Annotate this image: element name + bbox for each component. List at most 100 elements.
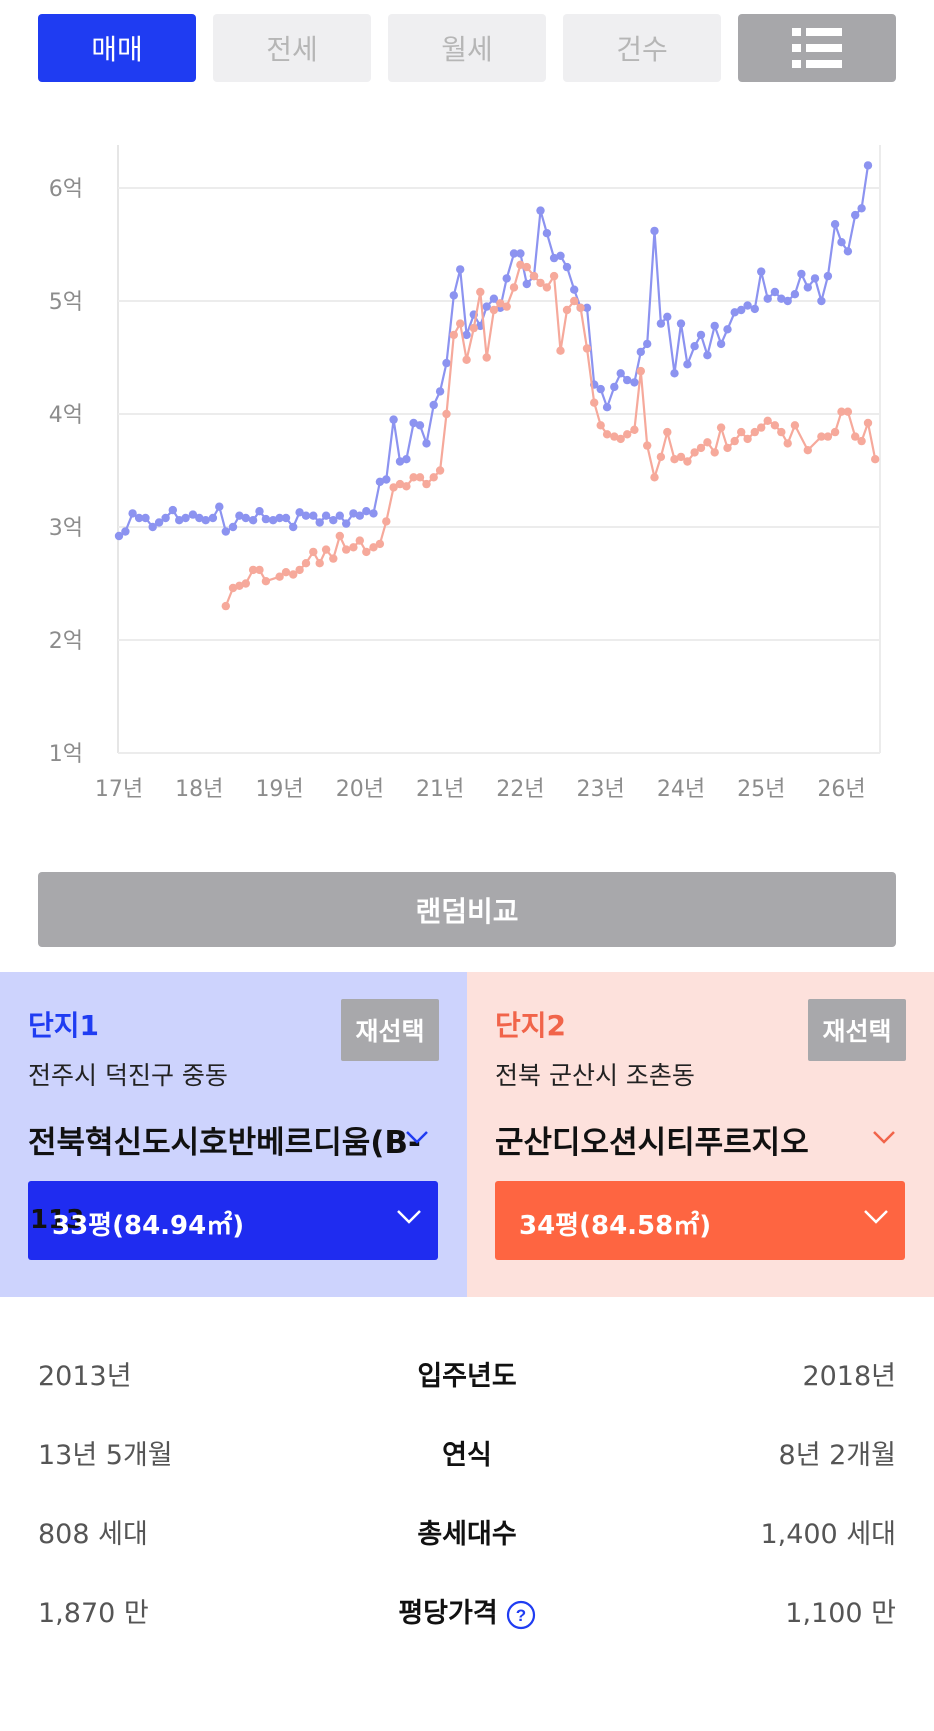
series-2-point — [670, 455, 679, 464]
series-1-point — [449, 291, 458, 300]
chart-grid — [117, 145, 881, 754]
series-2-point — [630, 425, 639, 434]
complex2-address: 전북 군산시 조촌동 — [495, 1061, 695, 1090]
help-icon[interactable]: ? — [506, 1600, 536, 1630]
series-1-point — [409, 418, 418, 428]
chart-series — [114, 161, 880, 611]
list-view-button[interactable] — [738, 14, 896, 82]
series-1-point — [221, 527, 230, 536]
series-1-point — [329, 516, 338, 525]
series-1-point — [596, 384, 605, 394]
y-tick-label: 3억 — [49, 516, 83, 541]
info-label: 입주년도 — [417, 1361, 517, 1392]
series-2-point — [509, 283, 519, 292]
tab-count[interactable]: 건수 — [563, 14, 721, 82]
complex1-value: 2013년 — [38, 1361, 132, 1392]
series-1-point — [797, 269, 806, 279]
series-2-point — [536, 278, 545, 288]
series-2-point — [395, 479, 405, 489]
series-2-point — [830, 427, 840, 437]
series-2-point — [529, 271, 539, 281]
series-2-point — [837, 407, 846, 416]
series-1-point — [703, 351, 712, 360]
series-1-point — [309, 511, 318, 520]
series-1-point — [335, 511, 344, 520]
y-tick-label: 6억 — [49, 177, 83, 202]
info-row-households: 808 세대 총세대수 1,400 세대 — [38, 1512, 896, 1552]
series-1-point — [730, 308, 739, 317]
complex2-reselect-button[interactable]: 재선택 — [808, 999, 906, 1061]
series-2-point — [556, 346, 565, 355]
series-1-point — [395, 457, 405, 466]
series-2-point — [402, 482, 411, 491]
series-2-point — [462, 355, 471, 364]
tab-monthly-rent[interactable]: 월세 — [388, 14, 546, 82]
x-tick-label: 24년 — [657, 777, 705, 802]
complex1-reselect-button[interactable]: 재선택 — [341, 999, 439, 1061]
info-label: 연식 — [442, 1440, 492, 1471]
series-2-point — [382, 517, 391, 526]
y-axis-ticks: 6억 5억 4억 3억 2억 1억 — [49, 177, 83, 767]
series-1-point — [790, 290, 800, 299]
y-tick-label: 1억 — [49, 742, 83, 767]
series-1-point — [783, 296, 792, 306]
series-1-point — [670, 369, 679, 378]
series-2-point — [750, 427, 759, 437]
complex1-address: 전주시 덕진구 중동 — [28, 1061, 228, 1090]
series-2-point — [703, 438, 712, 447]
series-1-point — [851, 210, 860, 220]
series-1-point — [268, 516, 278, 525]
x-tick-label: 23년 — [577, 777, 625, 802]
series-2-point — [362, 547, 371, 557]
series-1-point — [188, 510, 198, 519]
series-1-point — [616, 369, 625, 378]
info-row-move-in-year: 2013년 입주년도 2018년 — [38, 1354, 896, 1394]
complex1-size-select[interactable]: 113 33평(84.94㎡) — [28, 1181, 438, 1260]
series-1-point — [623, 375, 632, 385]
series-1-point — [656, 319, 666, 328]
info-label-wrap: 평당가격 ? — [38, 1591, 896, 1630]
series-1-point — [415, 421, 425, 430]
series-2-point — [851, 432, 860, 441]
series-1-point — [857, 204, 866, 213]
complex1-name-select[interactable]: 전북혁신도시호반베르디움(B- — [28, 1125, 421, 1161]
series-2-point — [570, 296, 579, 306]
x-tick-label: 22년 — [496, 777, 544, 802]
series-2-point — [275, 572, 284, 581]
series-2-point — [389, 483, 398, 492]
series-2-point — [723, 443, 732, 453]
random-compare-button[interactable]: 랜덤비교 — [38, 872, 896, 947]
complex1-value: 1,870 만 — [38, 1598, 149, 1629]
series-2-point — [281, 568, 291, 577]
series-2-point — [289, 570, 298, 579]
series-2-point — [516, 260, 525, 269]
series-2-point — [301, 559, 311, 568]
complex1-value: 808 세대 — [38, 1519, 148, 1550]
series-1-point — [275, 513, 284, 523]
series-2-point — [221, 601, 230, 611]
series-2-point — [248, 565, 258, 575]
series-1-point — [382, 475, 391, 484]
complex1-value: 13년 5개월 — [38, 1440, 173, 1471]
series-2-point — [315, 559, 324, 568]
series-2-point — [442, 409, 451, 419]
complex2-name-select[interactable]: 군산디오션시티푸르지오 — [495, 1125, 809, 1161]
tab-sale[interactable]: 매매 — [38, 14, 196, 82]
series-1-point — [750, 304, 759, 314]
series-1-point — [803, 283, 812, 292]
tab-jeonse[interactable]: 전세 — [213, 14, 371, 82]
series-2-point — [422, 479, 431, 489]
series-2-point — [871, 455, 880, 464]
series-1-point — [630, 378, 639, 387]
series-2-point — [449, 330, 458, 340]
series-1-point — [502, 274, 511, 283]
series-2-point — [683, 457, 692, 466]
series-1-point — [536, 206, 545, 215]
series-1-point — [442, 358, 451, 368]
series-1-point — [315, 518, 324, 527]
series-1-point — [663, 312, 672, 321]
series-1-point — [509, 249, 519, 258]
chevron-down-icon — [873, 1131, 895, 1144]
series-1-point — [154, 518, 164, 527]
complex2-size-select[interactable]: 34평(84.58㎡) — [495, 1181, 905, 1260]
